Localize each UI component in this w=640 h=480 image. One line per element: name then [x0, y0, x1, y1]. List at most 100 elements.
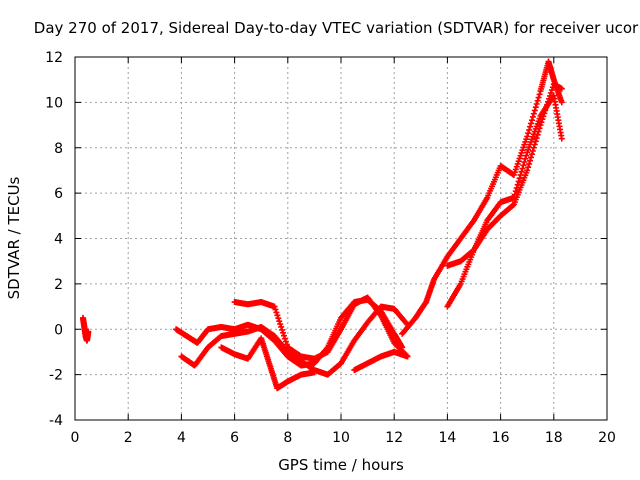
data-point	[272, 306, 279, 313]
data-point	[528, 117, 535, 124]
data-point	[283, 341, 290, 348]
x-tick-label: 8	[283, 430, 292, 446]
data-point	[515, 178, 522, 185]
data-point	[538, 119, 545, 126]
data-point	[531, 141, 538, 148]
data-point	[536, 91, 543, 98]
data-point	[274, 312, 281, 319]
x-tick-label: 14	[438, 430, 456, 446]
data-point	[279, 326, 286, 333]
data-point	[524, 133, 531, 140]
data-point	[311, 369, 318, 376]
x-tick-label: 2	[124, 430, 133, 446]
data-point	[545, 98, 552, 105]
x-tick-label: 6	[230, 430, 239, 446]
data-point	[281, 332, 287, 339]
data-point	[531, 107, 538, 114]
data-point	[525, 130, 532, 137]
y-tick-label: -4	[49, 413, 63, 429]
data-point	[529, 113, 536, 120]
data-point	[276, 318, 283, 325]
data-point	[280, 329, 287, 336]
data-point	[547, 89, 554, 96]
chart-title: Day 270 of 2017, Sidereal Day-to-day VTE…	[34, 19, 639, 37]
data-point	[518, 168, 525, 175]
data-point	[277, 321, 284, 328]
data-points	[79, 58, 565, 392]
data-point	[558, 85, 565, 92]
x-tick-label: 0	[71, 430, 80, 446]
plot-frame	[74, 56, 608, 421]
x-tick-label: 16	[492, 430, 510, 446]
data-point	[537, 122, 544, 129]
data-point	[532, 138, 539, 145]
data-point	[521, 159, 528, 166]
data-point	[520, 162, 527, 169]
data-point	[542, 107, 549, 114]
x-axis-title: GPS time / hours	[278, 456, 404, 474]
data-point	[536, 125, 543, 132]
y-tick-label: 12	[45, 50, 63, 66]
x-tick-label: 10	[332, 430, 350, 446]
series-track-e	[218, 335, 318, 392]
y-tick-label: -2	[49, 368, 63, 384]
data-point	[533, 100, 540, 107]
data-point	[282, 338, 289, 345]
series-track-h	[444, 92, 565, 269]
y-tick-label: 0	[54, 322, 63, 338]
data-point	[509, 202, 516, 209]
data-point	[558, 99, 565, 106]
data-point	[530, 110, 537, 117]
data-point	[540, 113, 547, 120]
y-tick-label: 2	[54, 277, 63, 293]
data-point	[534, 131, 541, 138]
data-point	[544, 101, 551, 108]
data-point	[529, 147, 536, 154]
data-point	[534, 97, 541, 104]
data-point	[523, 152, 530, 159]
data-point	[547, 92, 553, 99]
data-point	[526, 160, 533, 167]
y-tick-label: 8	[54, 141, 63, 157]
data-point	[526, 126, 533, 133]
data-point	[528, 120, 534, 127]
data-point	[543, 104, 550, 111]
series-track-f	[351, 348, 411, 374]
data-point	[524, 167, 531, 174]
data-point	[404, 353, 411, 360]
series-track-i	[444, 81, 565, 310]
data-point	[519, 165, 526, 172]
data-point	[527, 123, 534, 130]
data-point	[281, 335, 288, 342]
data-point	[278, 323, 285, 330]
data-point	[528, 154, 534, 161]
data-point	[512, 188, 519, 195]
axis-ticks: 0 2 4 6 8 10 12 14 16 18 20 -4 -2 0 2 4 6 8 10 12	[45, 50, 616, 446]
series-track-g	[399, 58, 565, 337]
data-point	[528, 151, 535, 158]
x-tick-label: 12	[385, 430, 403, 446]
data-point	[525, 164, 532, 171]
data-point	[533, 135, 540, 142]
series-track-a	[79, 314, 92, 344]
x-tick-label: 4	[177, 430, 186, 446]
y-tick-label: 4	[54, 232, 63, 248]
data-point	[548, 87, 555, 94]
data-point	[541, 110, 548, 117]
data-point	[530, 144, 537, 151]
data-point	[271, 303, 278, 310]
y-tick-label: 10	[45, 95, 63, 111]
series-track-d	[231, 294, 411, 362]
data-point	[535, 94, 542, 101]
data-point	[558, 135, 565, 142]
series-track-b	[173, 296, 406, 369]
data-point	[527, 157, 534, 164]
data-point	[85, 328, 92, 335]
data-point	[535, 128, 542, 135]
x-tick-label: 20	[598, 430, 616, 446]
data-point	[532, 104, 539, 111]
y-axis-title: SDTVAR / TECUs	[5, 176, 23, 299]
y-tick-label: 6	[54, 186, 63, 202]
data-point	[275, 315, 282, 322]
